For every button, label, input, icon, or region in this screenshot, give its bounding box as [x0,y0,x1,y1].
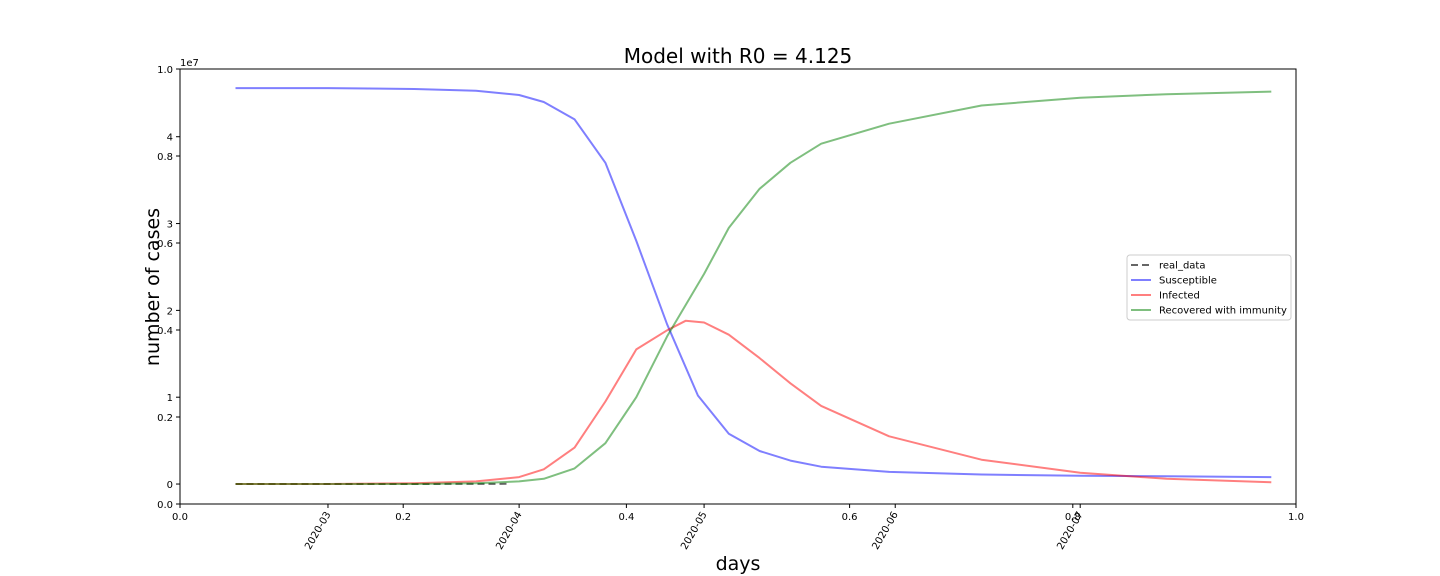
legend-label: Susceptible [1159,276,1217,287]
ghost-axes: 0.0 0.2 0.4 0.6 0.8 1.0 0.0 0.2 0.4 0.6 0.8 1.0 [157,65,1304,523]
ghost-x-tick-label: 0.2 [395,512,411,523]
ghost-x-tick-label: 0.8 [1065,512,1081,523]
series-lines [235,87,1272,485]
ghost-x-tick-label: 0.0 [172,512,188,523]
x-tick-label: 2020-04 [494,510,524,552]
legend: real_data Susceptible Infected Recovered wi… [1126,254,1292,321]
ghost-y-tick-label: 0.8 [157,152,173,163]
legend-label: Recovered with immunity [1159,306,1287,317]
series-line-susceptible [235,87,1272,479]
y-axis-title: number of cases [142,208,164,366]
y-tick-label: 0 [167,480,173,491]
y-tick-label: 4 [167,133,173,144]
x-tick-label: 2020-05 [679,510,709,552]
series-line-infected [235,319,1272,485]
legend-label: real_data [1159,261,1205,272]
chart-title: Model with R0 = 4.125 [624,44,853,68]
ghost-y-tick-label: 0.0 [157,500,173,511]
ghost-y-tick-label: 1.0 [157,65,173,76]
x-tick-label: 2020-06 [870,510,900,552]
plot-area-frame [179,68,1297,505]
y-tick-label: 3 [167,220,173,231]
ghost-x-tick-label: 1.0 [1288,512,1304,523]
series-line-recovered-with-immunity [235,90,1272,485]
y-tick-label: 1 [167,393,173,404]
ghost-y-tick-label: 0.4 [157,326,173,337]
y-offset-text: 1e7 [180,58,199,69]
legend-label: Infected [1159,291,1200,302]
ghost-x-tick-label: 0.6 [842,512,858,523]
legend-box [1126,254,1292,321]
x-tick-label: 2020-03 [303,510,333,552]
y-tick-label: 2 [167,306,173,317]
ghost-y-tick-label: 0.6 [157,239,173,250]
x-axis-title: days [716,553,761,575]
ghost-y-tick-label: 0.2 [157,413,173,424]
ghost-x-tick-label: 0.4 [618,512,634,523]
